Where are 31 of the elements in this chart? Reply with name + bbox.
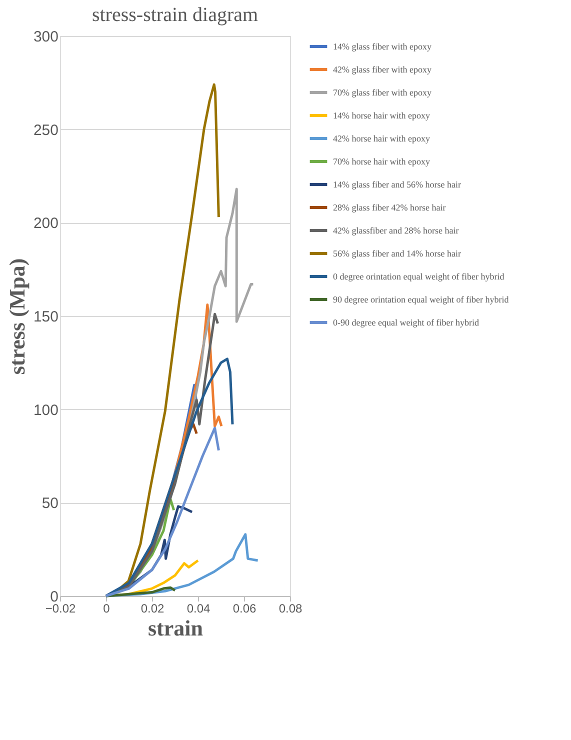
legend-label: 0-90 degree equal weight of fiber hybrid: [333, 318, 480, 328]
legend-label: 42% glassfiber and 28% horse hair: [333, 226, 459, 236]
y-tick-label: 200: [33, 215, 58, 232]
y-tick-label: 150: [33, 308, 58, 326]
y-tick-label: 300: [33, 28, 58, 46]
legend-label: 70% glass fiber with epoxy: [333, 88, 432, 98]
line-series: [104, 586, 176, 598]
legend-label: 14% glass fiber and 56% horse hair: [333, 180, 461, 190]
y-tick-label: 100: [33, 402, 58, 419]
legend-label: 42% glass fiber with epoxy: [333, 64, 432, 74]
line-series: [104, 426, 220, 598]
legend-label: 90 degree orintation equal weight of fiber hybrid: [333, 294, 510, 304]
x-axis-title: strain: [148, 616, 203, 640]
legend-label: 0 degree orintation equal weight of fiber hybrid: [333, 272, 505, 282]
legend-label: 14% glass fiber with epoxy: [333, 42, 432, 52]
chart-title: stress-strain diagram: [92, 4, 258, 26]
legend-label: 42% horse hair with epoxy: [333, 134, 430, 144]
y-tick-label: 50: [42, 495, 58, 512]
legend-label: 28% glass fiber 42% horse hair: [333, 202, 446, 212]
x-tick-label: 0.06: [232, 602, 256, 616]
x-tick-label: 0.08: [278, 602, 302, 616]
legend-label: 56% glass fiber and 14% horse hair: [333, 248, 461, 258]
y-tick-label: 250: [33, 122, 58, 139]
y-axis-title: stress (Mpa): [4, 258, 30, 375]
legend-label: 70% horse hair with epoxy: [333, 156, 430, 166]
x-tick-label: 0.04: [186, 602, 210, 616]
legend-label: 14% horse hair with epoxy: [333, 110, 430, 120]
line-series: [104, 358, 234, 598]
x-tick-label: 0.02: [140, 602, 164, 616]
x-tick-label: −0.02: [45, 602, 76, 616]
x-tick-label: 0: [103, 602, 110, 616]
